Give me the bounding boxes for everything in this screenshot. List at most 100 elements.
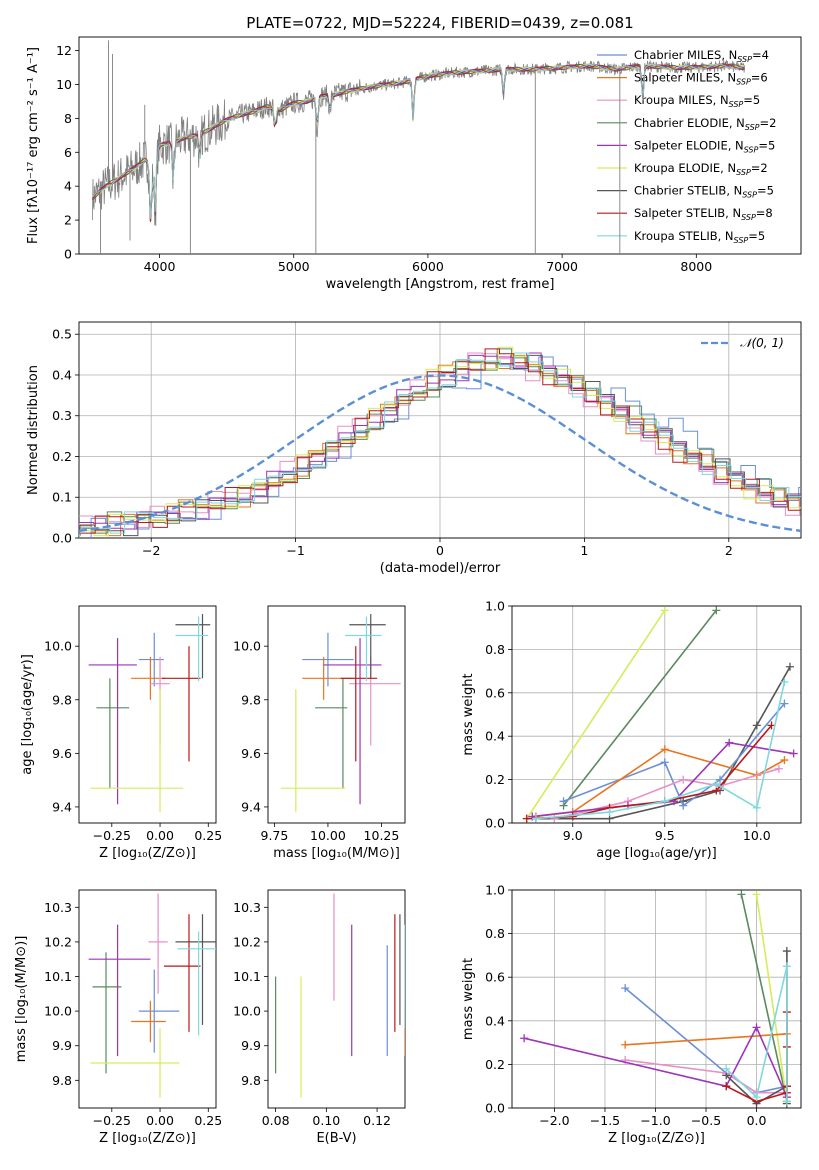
weight_vs_age-ytick-label-3: 0.6	[485, 685, 505, 700]
spectrum-plot	[92, 40, 745, 254]
legend-label-sub-8: SSP	[734, 236, 749, 245]
legend-label-6: Chabrier STELIB, NSSP=5	[634, 184, 774, 200]
weight_vs_age-ytick-label-5: 1.0	[485, 599, 505, 614]
age_vs_Z-frame	[78, 605, 217, 824]
spectrum-ytick-label-3: 6	[64, 145, 72, 160]
weight_vs_Z-xtick-label-0: −2.0	[539, 1113, 569, 1128]
weight_vs_age-line	[554, 768, 780, 820]
mass_vs_Z-point-salpeter-elodie	[88, 924, 151, 1057]
mass_vs_Z-point-kroupa-elodie	[90, 1028, 180, 1098]
age_vs_Z-point-salpeter-elodie	[88, 638, 137, 805]
age_vs_Z-xtick-label-1: 0.00	[146, 828, 174, 843]
age_vs_Z-xtick-label-2: 0.25	[194, 828, 222, 843]
hist-salpeter-stelib	[79, 348, 801, 538]
mass_vs_ebv-ytick-label-3: 10.1	[233, 969, 261, 984]
age_vs_mass-axes: 9.75 10.00 10.25 9.4 9.6 9.8 10.0 mass [log₁₀(M…	[233, 605, 406, 861]
hist-chabrier-elodie	[79, 348, 801, 538]
weight_vs_age-series-chabrier-elodie	[559, 606, 721, 810]
residuals-xtick-label-4: 2	[725, 543, 733, 558]
legend-label-sub-0: SSP	[737, 55, 752, 64]
age_vs_mass-ytick-label-2: 9.8	[241, 692, 261, 707]
weight_vs_age-series-kroupa-stelib	[531, 677, 789, 823]
legend-label-sub-3: SSP	[745, 123, 760, 132]
weight_vs_age-marker-1	[660, 758, 669, 767]
legend-label-text-3: Chabrier ELODIE, N	[634, 116, 745, 130]
residuals-legend: 𝒩(0, 1)	[701, 336, 784, 350]
weight_vs_Z-series-kroupa-stelib	[722, 962, 791, 1106]
weight_vs_Z-marker-0	[737, 890, 746, 899]
weight_vs_age-ylabel: mass weight	[461, 673, 476, 755]
weight_vs_age-xtick-label-2: 10.0	[743, 828, 771, 843]
spectrum-xlabel: wavelength [Angstrom, rest frame]	[326, 277, 555, 292]
weight_vs_age-marker-4	[780, 756, 789, 765]
weight_vs_Z-ytick-label-4: 0.8	[485, 926, 505, 941]
weight_vs_age-series-chabrier-miles	[559, 699, 789, 810]
legend-label-tail-4: =5	[758, 138, 775, 152]
spectrum-ytick-label-6: 12	[56, 43, 72, 58]
weight_vs_Z-ytick-label-5: 1.0	[485, 883, 505, 898]
weight_vs_age-line	[526, 609, 666, 820]
mass_vs_Z-point-kroupa-miles	[148, 893, 168, 994]
weight_vs_age-marker-0	[531, 814, 540, 823]
residuals-ytick-label-1: 0.1	[52, 490, 72, 505]
mass_vs_Z-ytick-label-4: 10.2	[44, 934, 72, 949]
residuals-xtick-label-3: 1	[580, 543, 588, 558]
spectrum-xtick-label-2: 6000	[412, 259, 444, 274]
age_vs_Z-xlabel: Z [log₁₀(Z/Z⊙)]	[99, 846, 196, 861]
hist-kroupa-elodie	[79, 346, 801, 538]
mass_vs_ebv-ytick-label-1: 9.9	[241, 1038, 261, 1053]
age_vs_mass-ytick-label-0: 9.4	[241, 799, 261, 814]
age_vs_Z-point-chabrier-stelib	[175, 614, 211, 679]
age_vs_mass-point-kroupa-stelib	[345, 616, 382, 682]
legend-label-5: Kroupa ELODIE, NSSP=2	[634, 161, 768, 177]
weight_vs_age-marker-0	[550, 814, 559, 823]
mass_vs_Z-point-chabrier-stelib	[175, 914, 216, 1025]
weight_vs_age-line	[563, 703, 786, 807]
legend-label-tail-3: =2	[760, 116, 777, 130]
mass_vs_ebv-xlabel: E(B-V)	[316, 1131, 356, 1146]
weight_vs_Z-line	[755, 894, 788, 1102]
weight_vs_Z-marker-0	[621, 984, 630, 993]
residuals-frame	[78, 321, 802, 539]
legend-label-text-0: Chabrier MILES, N	[634, 48, 737, 62]
residuals-xlabel: (data-model)/error	[380, 561, 501, 576]
residuals-ytick-label-0: 0.0	[52, 531, 72, 546]
spectrum-frame	[78, 36, 802, 255]
age_vs_Z-ylabel: age [log₁₀(age/yr)]	[20, 654, 35, 775]
weight_vs_Z-xtick-label-1: −1.5	[590, 1113, 620, 1128]
age_vs_mass-ytick-label-1: 9.6	[241, 746, 261, 761]
legend-label-sub-2: SSP	[729, 100, 744, 109]
weight_vs_age-marker-2	[660, 745, 669, 754]
weight_vs_age-marker-3	[712, 779, 721, 788]
spectrum-xtick-label-0: 4000	[144, 259, 176, 274]
weight_vs_Z-axes: −2.0 −1.5 −1.0 −0.5 0.0 0.0 0.2 0.4 0.6 0.8 1.0 Z […	[461, 883, 802, 1146]
residuals-xtick-label-1: −1	[286, 543, 304, 558]
age_vs_mass-xtick-label-2: 10.25	[364, 828, 400, 843]
mass_vs_Z-xlabel: Z [log₁₀(Z/Z⊙)]	[99, 1131, 196, 1146]
weight_vs_Z-marker-1	[752, 1093, 761, 1102]
weight_vs_age-marker-3	[725, 738, 734, 747]
age_vs_Z-point-salpeter-stelib	[161, 646, 201, 762]
weight_vs_Z-plot	[520, 890, 791, 1108]
mass_vs_Z-ytick-label-2: 10.0	[44, 1004, 72, 1019]
mass_vs_Z-point-kroupa-stelib	[177, 931, 216, 1036]
weight_vs_age-plot	[522, 606, 798, 823]
weight_vs_Z-marker-0	[752, 890, 761, 899]
age_vs_mass-xtick-label-1: 10.00	[310, 828, 346, 843]
mass_vs_Z-xtick-label-2: 0.25	[194, 1113, 222, 1128]
age_vs_mass-point-kroupa-miles	[349, 656, 401, 746]
age_vs_Z-plot	[88, 614, 211, 813]
mass_vs_ebv-plot	[275, 893, 405, 1098]
weight_vs_Z-frame	[511, 889, 802, 1109]
weight_vs_age-line	[535, 666, 791, 820]
mass_vs_Z-point-salpeter-miles	[131, 1000, 166, 1043]
age_vs_Z-ytick-label-0: 9.4	[52, 799, 72, 814]
legend-label-sub-4: SSP	[744, 145, 759, 154]
legend-label-8: Kroupa STELIB, NSSP=5	[634, 229, 765, 245]
mass_vs_Z-ytick-label-3: 10.1	[44, 969, 72, 984]
mass_vs_ebv-ytick-label-4: 10.2	[233, 934, 261, 949]
legend-label-sub-6: SSP	[742, 191, 757, 200]
weight_vs_Z-marker-2	[752, 1023, 761, 1032]
spectrum-ytick-label-5: 10	[56, 77, 72, 92]
weight_vs_age-series-salpeter-miles	[531, 745, 789, 821]
